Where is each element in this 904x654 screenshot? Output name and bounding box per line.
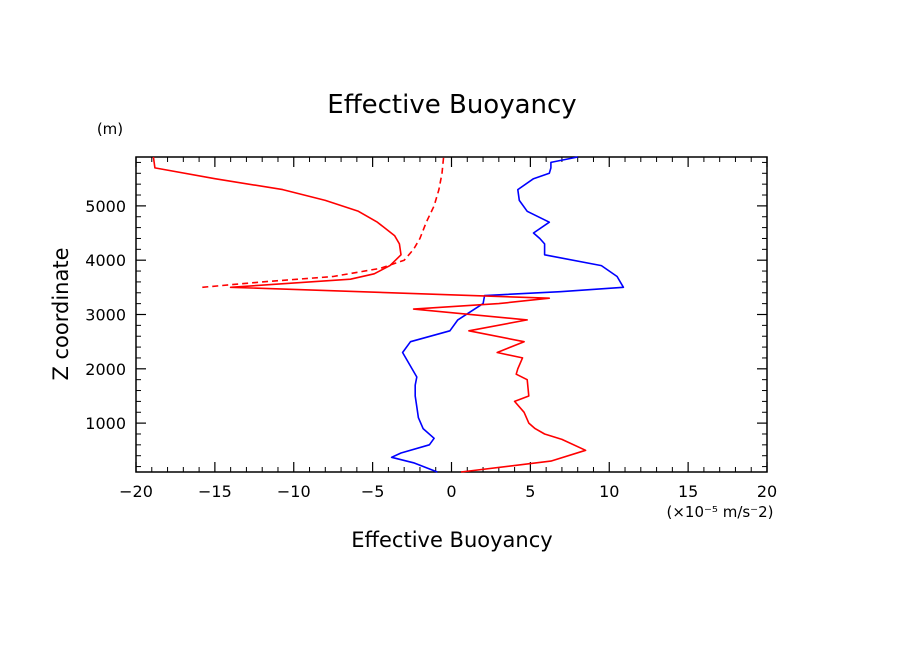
y-tick-label: 5000 [85, 197, 126, 216]
series-line-2 [152, 156, 587, 473]
x-tick-label: 15 [678, 482, 698, 501]
series-line-3-dashed [202, 156, 445, 289]
y-tick-label: 2000 [85, 360, 126, 379]
x-tick-label: 5 [525, 482, 535, 501]
x-axis-title: Effective Buoyancy [351, 528, 552, 552]
x-tick-label: −20 [119, 482, 153, 501]
series-line-1 [390, 156, 625, 473]
plot-frame [135, 156, 768, 473]
x-tick-label: −15 [198, 482, 232, 501]
x-unit-label: (×10⁻⁵ m/s⁻2) [667, 503, 774, 521]
x-tick-label: 0 [446, 482, 456, 501]
y-tick-label: 3000 [85, 306, 126, 325]
y-axis-title: Z coordinate [49, 247, 73, 380]
ticks-layer: −20 −15 −10 −5 0 5 10 15 20 1000 2000 3000 4000 5000 [85, 157, 777, 501]
y-unit-label: (m) [97, 120, 123, 138]
x-tick-label: 20 [757, 482, 777, 501]
chart-title: Effective Buoyancy [327, 90, 576, 120]
series-layer [152, 156, 625, 473]
x-tick-label: −5 [361, 482, 385, 501]
y-tick-label: 1000 [85, 414, 126, 433]
x-tick-label: 10 [599, 482, 619, 501]
x-tick-label: −10 [277, 482, 311, 501]
y-tick-label: 4000 [85, 251, 126, 270]
